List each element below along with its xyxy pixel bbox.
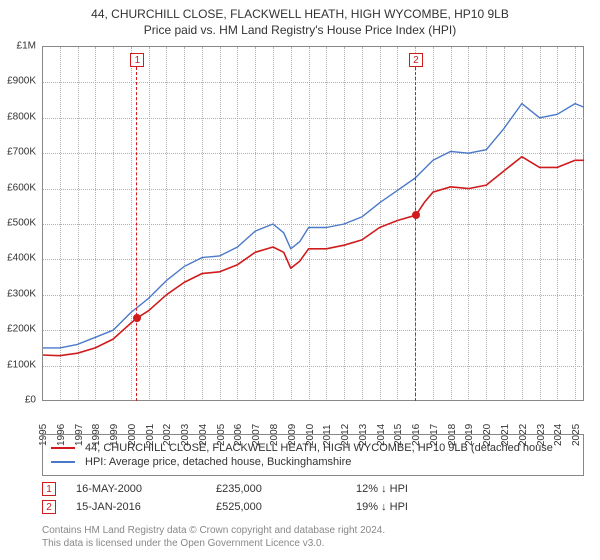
series-line-property	[42, 157, 584, 356]
event-flag-line	[415, 67, 416, 401]
y-axis: £0£100K£200K£300K£400K£500K£600K£700K£80…	[0, 46, 40, 400]
event-flag-icon: 2	[42, 500, 56, 514]
legend-swatch-property	[51, 447, 75, 449]
y-tick-label: £900K	[7, 76, 36, 87]
footer-line: This data is licensed under the Open Gov…	[42, 537, 584, 550]
price-chart: 12	[42, 46, 584, 400]
event-date: 15-JAN-2016	[76, 501, 176, 513]
y-tick-label: £200K	[7, 324, 36, 335]
event-flag-box: 1	[130, 53, 144, 67]
event-flag: 1	[131, 53, 143, 401]
y-tick-label: £300K	[7, 288, 36, 299]
event-delta: 19% ↓ HPI	[356, 501, 456, 513]
event-row: 2 15-JAN-2016 £525,000 19% ↓ HPI	[42, 500, 584, 514]
y-tick-label: £100K	[7, 359, 36, 370]
legend: 44, CHURCHILL CLOSE, FLACKWELL HEATH, HI…	[42, 434, 584, 476]
event-date: 16-MAY-2000	[76, 483, 176, 495]
event-price: £235,000	[216, 483, 316, 495]
legend-label-hpi: HPI: Average price, detached house, Buck…	[85, 456, 351, 468]
page-title-address: 44, CHURCHILL CLOSE, FLACKWELL HEATH, HI…	[0, 6, 600, 22]
legend-label-property: 44, CHURCHILL CLOSE, FLACKWELL HEATH, HI…	[85, 442, 553, 454]
y-tick-label: £700K	[7, 147, 36, 158]
y-tick-label: £0	[25, 395, 36, 406]
page-title-sub: Price paid vs. HM Land Registry's House …	[0, 22, 600, 38]
y-tick-label: £800K	[7, 111, 36, 122]
events-table: 1 16-MAY-2000 £235,000 12% ↓ HPI 2 15-JA…	[42, 478, 584, 518]
series-line-hpi	[42, 104, 584, 348]
legend-swatch-hpi	[51, 461, 75, 463]
event-flag-box: 2	[409, 53, 423, 67]
event-flag-line	[136, 67, 137, 401]
event-delta: 12% ↓ HPI	[356, 483, 456, 495]
marker-dot	[133, 314, 141, 322]
marker-dot	[412, 211, 420, 219]
y-tick-label: £1M	[17, 41, 36, 52]
event-price: £525,000	[216, 501, 316, 513]
event-row: 1 16-MAY-2000 £235,000 12% ↓ HPI	[42, 482, 584, 496]
y-tick-label: £400K	[7, 253, 36, 264]
y-tick-label: £500K	[7, 218, 36, 229]
y-tick-label: £600K	[7, 182, 36, 193]
footer-line: Contains HM Land Registry data © Crown c…	[42, 524, 584, 537]
event-flag-icon: 1	[42, 482, 56, 496]
event-flag: 2	[410, 53, 422, 401]
footer-attribution: Contains HM Land Registry data © Crown c…	[42, 524, 584, 550]
